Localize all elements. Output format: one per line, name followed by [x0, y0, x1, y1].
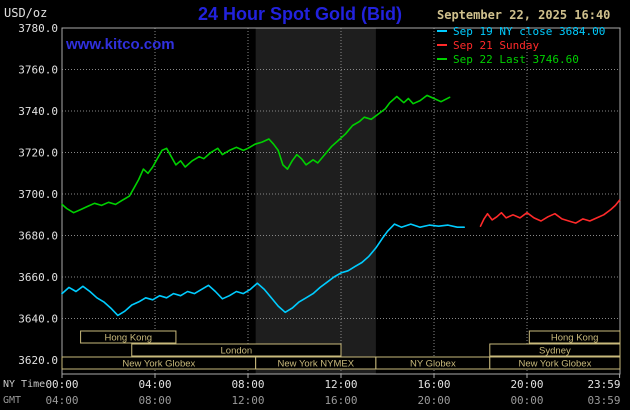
x-tick-ny-time: 04:00: [138, 378, 171, 391]
y-tick-label: 3720.0: [18, 147, 58, 160]
x-tick-ny-time: 12:00: [324, 378, 357, 391]
x-tick-gmt: 16:00: [324, 394, 357, 407]
series-sep22: [61, 94, 451, 214]
y-tick-label: 3620.0: [18, 354, 58, 367]
y-tick-label: 3660.0: [18, 271, 58, 284]
series-sep21: [479, 199, 621, 227]
legend-swatch-red-icon: [437, 44, 447, 46]
x-tick-gmt: 00:00: [510, 394, 543, 407]
legend-item-sep21: Sep 21 Sunday: [437, 38, 605, 52]
timestamp: September 22, 2025 16:40: [437, 8, 611, 22]
y-tick-label: 3780.0: [18, 22, 58, 35]
legend-swatch-green-icon: [437, 58, 447, 60]
legend-label-sep22: Sep 22 Last 3746.60: [453, 52, 579, 66]
y-axis-units-label: USD/oz: [4, 6, 48, 20]
session-box: [489, 343, 621, 357]
x-tick-ny-time: 20:00: [510, 378, 543, 391]
legend-item-sep22: Sep 22 Last 3746.60: [437, 52, 605, 66]
x-tick-gmt: 08:00: [138, 394, 171, 407]
ny-time-axis-label: NY Time: [3, 379, 46, 390]
session-box: [131, 343, 342, 357]
session-label: New York Globex: [122, 359, 195, 370]
legend-label-sep19: Sep 19 NY close 3684.00: [453, 24, 606, 38]
y-tick-label: 3740.0: [18, 105, 58, 118]
x-tick-ny-time: 16:00: [417, 378, 450, 391]
y-tick-label: 3760.0: [18, 64, 58, 77]
gmt-axis-label: GMT: [3, 395, 22, 406]
plot-border: [61, 27, 621, 375]
chart-title: 24 Hour Spot Gold (Bid): [198, 4, 402, 24]
session-label: New York NYMEX: [277, 359, 354, 370]
session-label: Hong Kong: [104, 333, 152, 344]
session-box: [80, 330, 177, 344]
session-box: [528, 330, 621, 344]
series-sep19: [61, 223, 466, 317]
x-tick-gmt: 12:00: [231, 394, 264, 407]
session-label: Sydney: [539, 346, 571, 357]
nymex-session-band: [255, 28, 376, 374]
legend-label-sep21: Sep 21 Sunday: [453, 38, 540, 52]
y-tick-label: 3640.0: [18, 313, 58, 326]
legend-item-sep19: Sep 19 NY close 3684.00: [437, 24, 605, 38]
session-label: London: [221, 346, 253, 357]
x-tick-gmt: 20:00: [417, 394, 450, 407]
x-tick-ny-time: 00:00: [45, 378, 78, 391]
legend-swatch-cyan-icon: [437, 30, 447, 32]
x-tick-gmt: 04:00: [45, 394, 78, 407]
x-tick-gmt: 03:59: [587, 394, 620, 407]
x-tick-ny-time: 08:00: [231, 378, 264, 391]
y-tick-label: 3700.0: [18, 188, 58, 201]
session-label: New York Globex: [518, 359, 591, 370]
y-tick-label: 3680.0: [18, 230, 58, 243]
x-tick-ny-time: 23:59: [587, 378, 620, 391]
session-box: [489, 356, 621, 370]
legend: Sep 19 NY close 3684.00 Sep 21 Sunday Se…: [437, 24, 605, 66]
session-label: Hong Kong: [551, 333, 599, 344]
session-label: NY Globex: [410, 359, 456, 370]
kitco-watermark-link[interactable]: www.kitco.com: [66, 36, 175, 53]
